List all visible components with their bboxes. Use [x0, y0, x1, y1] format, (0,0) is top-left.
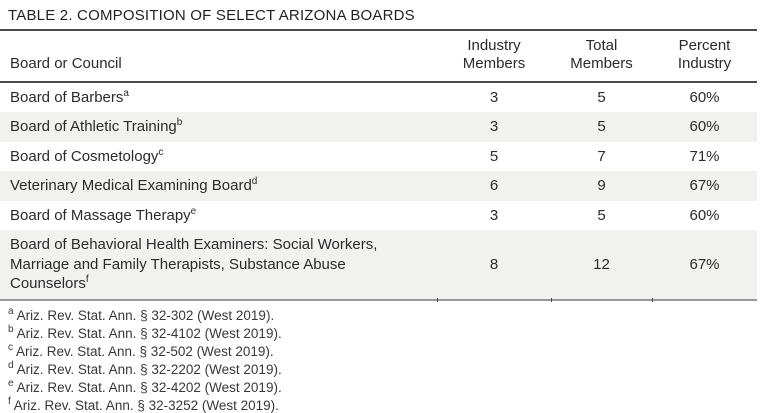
board-cell: Veterinary Medical Examining Boardd — [10, 176, 258, 195]
footnote: b Ariz. Rev. Stat. Ann. § 32-4102 (West 2… — [8, 324, 282, 341]
table-row-barbers: Board of Barbersa 3 5 60% — [0, 83, 757, 113]
column-header-total-members: Total Members — [570, 37, 633, 73]
board-cell: Board of Barbersa — [10, 87, 129, 106]
board-cell: Board of Behavioral Health Examiners: So… — [10, 236, 378, 293]
table-row-athletic-training: Board of Athletic Trainingb 3 5 60% — [0, 112, 757, 142]
column-header-percent-industry: Percent Industry — [677, 37, 732, 73]
footnote: c Ariz. Rev. Stat. Ann. § 32-502 (West 20… — [8, 342, 274, 359]
column-divider-tick — [437, 297, 438, 302]
column-header-board: Board or Council — [10, 55, 122, 73]
percent-industry-cell: 60% — [689, 206, 720, 224]
footnotes-section: a Ariz. Rev. Stat. Ann. § 32-302 (West 20… — [0, 301, 768, 413]
percent-industry-cell: 60% — [689, 118, 720, 136]
industry-members-cell: 8 — [489, 255, 499, 273]
total-members-cell: 5 — [597, 206, 606, 224]
footnote-marker: e — [190, 205, 197, 217]
industry-members-cell: 6 — [489, 177, 499, 195]
total-members-cell: 7 — [597, 147, 606, 165]
footnote: f Ariz. Rev. Stat. Ann. § 32-3252 (West 2… — [8, 396, 279, 413]
table-title: TABLE 2. COMPOSITION OF SELECT ARIZONA B… — [8, 7, 415, 24]
table-row-veterinary: Veterinary Medical Examining Boardd 6 9 … — [0, 171, 757, 201]
total-members-cell: 5 — [597, 88, 606, 106]
industry-members-cell: 3 — [489, 118, 499, 136]
percent-industry-cell: 60% — [689, 88, 720, 106]
table-header-row: Board or Council Industry Members Total … — [0, 31, 757, 83]
industry-members-cell: 3 — [489, 88, 499, 106]
footnote-marker: a — [123, 87, 129, 99]
percent-industry-cell: 71% — [689, 147, 720, 165]
board-cell: Board of Athletic Trainingb — [10, 117, 183, 136]
table-row-cosmetology: Board of Cosmetologyc 5 7 71% — [0, 142, 757, 172]
table-row-massage-therapy: Board of Massage Therapye 3 5 60% — [0, 201, 757, 231]
footnote-marker: b — [176, 117, 183, 129]
footnote-marker: c — [158, 146, 164, 158]
title-rule — [0, 29, 757, 31]
footnote-marker: d — [251, 176, 258, 188]
column-divider-tick — [551, 297, 552, 302]
total-members-cell: 12 — [593, 255, 610, 273]
percent-industry-cell: 67% — [689, 177, 720, 195]
column-divider-tick — [652, 297, 653, 302]
table-body: Board of Barbersa 3 5 60% Board of Athle… — [0, 83, 757, 302]
footnote-marker: f — [85, 274, 89, 286]
footnote: e Ariz. Rev. Stat. Ann. § 32-4202 (West 2… — [8, 378, 282, 395]
footnote: a Ariz. Rev. Stat. Ann. § 32-302 (West 20… — [8, 306, 275, 323]
industry-members-cell: 3 — [489, 206, 499, 224]
percent-industry-cell: 67% — [689, 255, 720, 273]
total-members-cell: 9 — [597, 177, 606, 195]
table-row-behavioral-health: Board of Behavioral Health Examiners: So… — [0, 230, 757, 299]
column-header-industry-members: Industry Members — [462, 37, 526, 73]
arizona-boards-table: Board or Council Industry Members Total … — [0, 31, 757, 302]
footnote: d Ariz. Rev. Stat. Ann. § 32-2202 (West 2… — [8, 360, 282, 377]
total-members-cell: 5 — [597, 118, 606, 136]
industry-members-cell: 5 — [489, 147, 499, 165]
board-cell: Board of Cosmetologyc — [10, 146, 164, 165]
board-cell: Board of Massage Therapye — [10, 205, 197, 224]
